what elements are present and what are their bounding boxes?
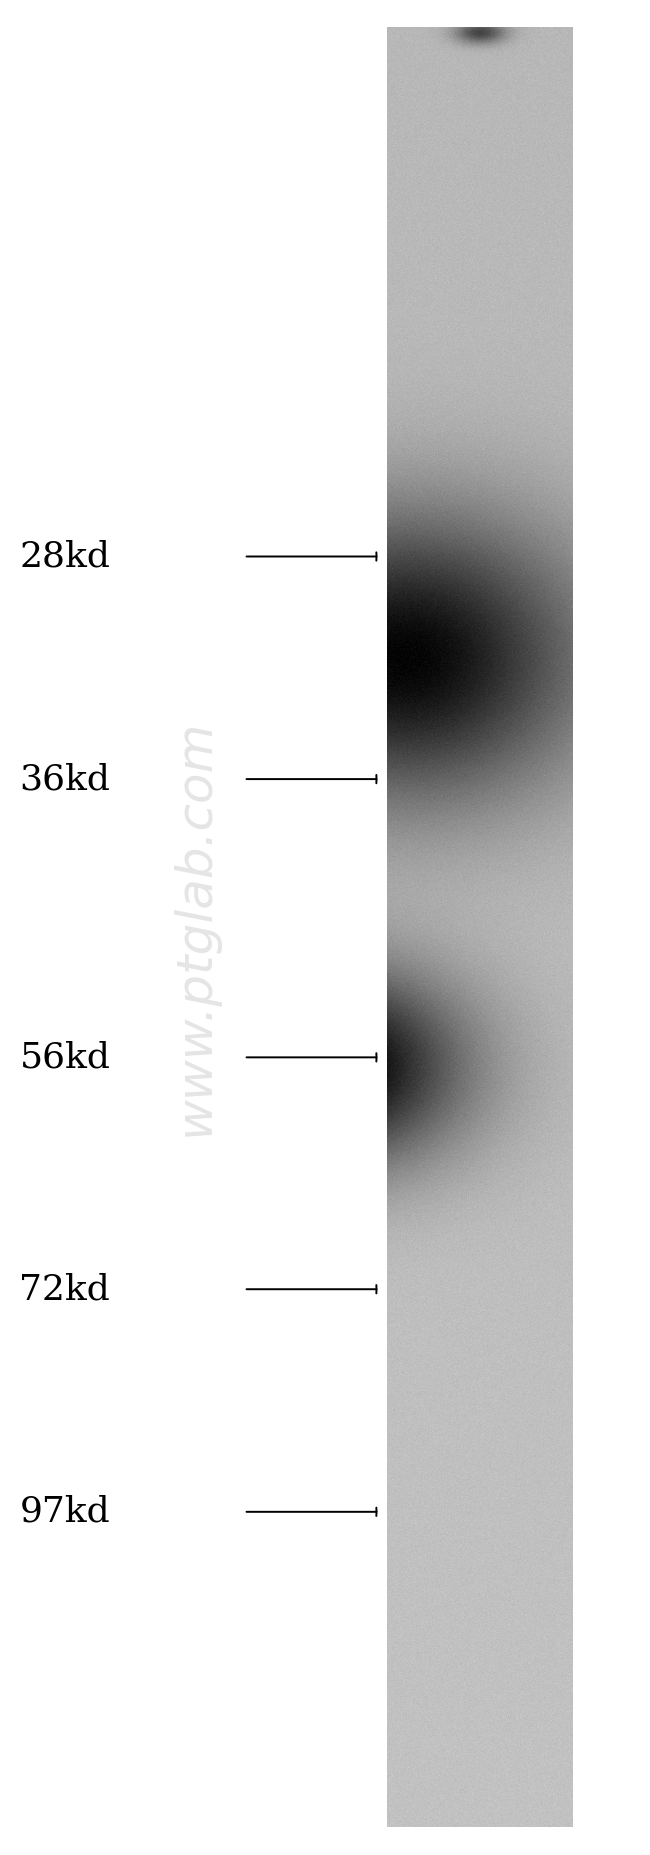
Text: 56kd: 56kd — [20, 1041, 111, 1074]
Text: www.ptglab.com: www.ptglab.com — [171, 718, 219, 1135]
Text: 28kd: 28kd — [20, 540, 111, 573]
Text: 97kd: 97kd — [20, 1495, 110, 1529]
Text: 36kd: 36kd — [20, 762, 111, 796]
Text: 72kd: 72kd — [20, 1273, 111, 1306]
